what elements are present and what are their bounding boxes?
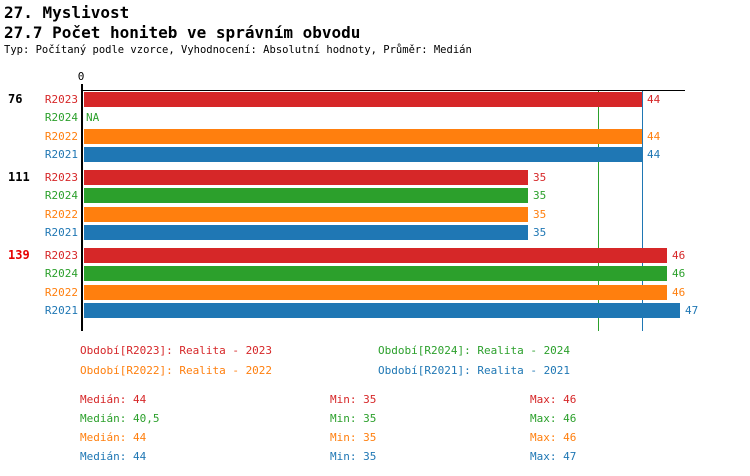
group-label: 111 <box>8 170 30 184</box>
stat-median-r2024: Medián: 40,5 <box>80 412 160 425</box>
series-label-r2022: R2022 <box>44 208 78 221</box>
legend-item-r2024: Období[R2024]: Realita - 2024 <box>378 344 571 357</box>
bar-r2021 <box>84 147 642 162</box>
bar-r2021 <box>84 303 680 318</box>
series-label-r2023: R2023 <box>44 93 78 106</box>
series-label-r2022: R2022 <box>44 130 78 143</box>
x-axis-zero-tick-label: 0 <box>77 70 85 83</box>
bar-value-label: 44 <box>647 148 661 161</box>
chart-title: 27.7 Počet honiteb ve správním obvodu <box>4 23 361 42</box>
stat-median-r2022: Medián: 44 <box>80 431 147 444</box>
x-axis-top-line <box>82 90 685 91</box>
legend-item-r2022: Období[R2022]: Realita - 2022 <box>80 364 273 377</box>
bar-r2023 <box>84 170 528 185</box>
series-label-r2024: R2024 <box>44 189 78 202</box>
group-label: 139 <box>8 248 30 262</box>
stat-min-r2021: Min: 35 <box>330 450 377 463</box>
stat-median-r2021: Medián: 44 <box>80 450 147 463</box>
chart-meta-line: Typ: Počítaný podle vzorce, Vyhodnocení:… <box>4 44 472 56</box>
legend-item-r2021: Období[R2021]: Realita - 2021 <box>378 364 571 377</box>
series-label-r2024: R2024 <box>44 267 78 280</box>
stat-max-r2024: Max: 46 <box>530 412 577 425</box>
bar-r2023 <box>84 92 642 107</box>
bar-value-label: 47 <box>685 304 699 317</box>
bar-value-label: 44 <box>647 93 661 106</box>
median-reference-line-r2021 <box>642 91 643 331</box>
bar-r2022 <box>84 207 528 222</box>
stat-min-r2024: Min: 35 <box>330 412 377 425</box>
bar-r2022 <box>84 285 667 300</box>
bar-na-label: NA <box>86 111 100 124</box>
bar-r2023 <box>84 248 667 263</box>
bar-r2021 <box>84 225 528 240</box>
legend-item-r2023: Období[R2023]: Realita - 2023 <box>80 344 273 357</box>
stat-min-r2022: Min: 35 <box>330 431 377 444</box>
bar-value-label: 46 <box>672 267 686 280</box>
median-reference-line-r2024 <box>598 91 599 331</box>
series-label-r2023: R2023 <box>44 249 78 262</box>
bar-value-label: 35 <box>533 189 547 202</box>
stat-max-r2022: Max: 46 <box>530 431 577 444</box>
stat-min-r2023: Min: 35 <box>330 393 377 406</box>
series-label-r2021: R2021 <box>44 226 78 239</box>
bar-value-label: 46 <box>672 249 686 262</box>
bar-value-label: 46 <box>672 286 686 299</box>
bar-r2024 <box>84 188 528 203</box>
group-label: 76 <box>8 92 23 106</box>
stat-max-r2023: Max: 46 <box>530 393 577 406</box>
bar-r2024 <box>84 266 667 281</box>
series-label-r2024: R2024 <box>44 111 78 124</box>
bar-r2022 <box>84 129 642 144</box>
bar-value-label: 35 <box>533 208 547 221</box>
series-label-r2021: R2021 <box>44 304 78 317</box>
bar-value-label: 35 <box>533 171 547 184</box>
stat-median-r2023: Medián: 44 <box>80 393 147 406</box>
series-label-r2022: R2022 <box>44 286 78 299</box>
page-title: 27. Myslivost <box>4 3 130 22</box>
stat-max-r2021: Max: 47 <box>530 450 577 463</box>
bar-value-label: 44 <box>647 130 661 143</box>
y-axis-line <box>81 84 83 331</box>
series-label-r2023: R2023 <box>44 171 78 184</box>
series-label-r2021: R2021 <box>44 148 78 161</box>
bar-value-label: 35 <box>533 226 547 239</box>
